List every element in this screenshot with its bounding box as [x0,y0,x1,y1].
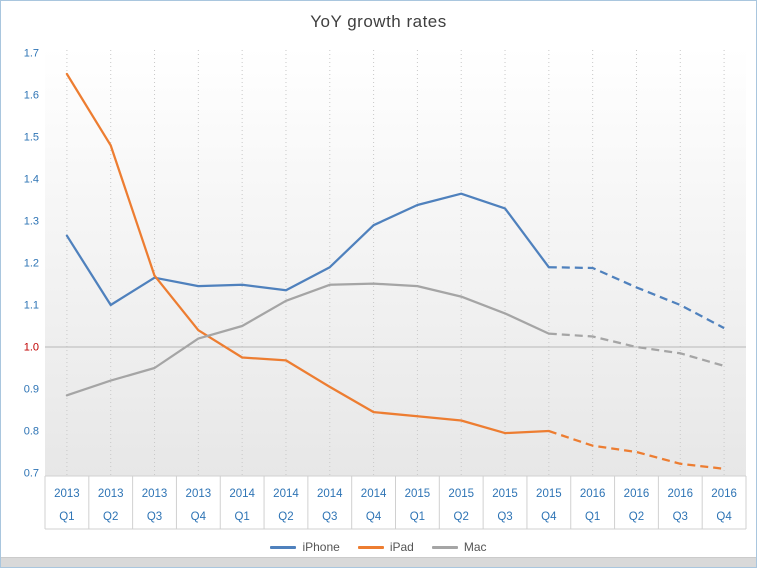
plot-area [45,47,746,476]
x-tick-quarter: Q2 [278,511,293,523]
legend-label: iPhone [302,540,340,554]
series-forecast-mac [548,332,725,367]
x-tick-quarter: Q4 [716,511,732,523]
x-tick-quarter: Q3 [497,511,512,523]
x-tick-year: 2013 [98,488,124,500]
x-tick-quarter: Q2 [454,511,469,523]
legend-item-ipad[interactable]: iPad [357,540,414,554]
y-tick-label: 0.9 [24,384,39,396]
x-tick-year: 2016 [711,488,737,500]
x-tick-quarter: Q1 [585,511,600,523]
legend-label: Mac [463,540,487,554]
x-tick-year: 2013 [186,488,212,500]
y-tick-label: 1.4 [24,174,39,186]
x-tick-year: 2016 [667,488,693,500]
legend-item-mac[interactable]: Mac [431,540,487,554]
bottom-strip [1,557,756,567]
x-tick-year: 2015 [448,488,474,500]
legend-item-iphone[interactable]: iPhone [270,540,340,554]
y-tick-label: 0.7 [24,468,39,480]
x-tick-quarter: Q1 [410,511,425,523]
x-tick-year: 2016 [624,488,650,500]
series-forecast-iphone [548,266,725,330]
series-line-iphone [65,192,550,307]
y-tick-label: 1.2 [24,258,39,270]
y-tick-label: 1.3 [24,216,39,228]
y-tick-label: 0.8 [24,426,39,438]
y-tick-label-highlight: 1.0 [24,342,39,354]
x-tick-year: 2014 [229,488,255,500]
series-line-ipad [65,72,550,435]
x-tick-quarter: Q3 [322,511,337,523]
x-tick-quarter: Q4 [541,511,557,523]
x-tick-year: 2013 [54,488,80,500]
legend-line-icon [431,545,458,549]
x-tick-quarter: Q4 [366,511,382,523]
x-tick-year: 2013 [142,488,168,500]
x-tick-quarter: Q3 [147,511,162,523]
x-tick-year: 2014 [361,488,387,500]
x-tick-quarter: Q2 [103,511,118,523]
x-tick-quarter: Q2 [629,511,644,523]
y-tick-label: 1.7 [24,48,39,60]
legend-line-icon [270,545,297,549]
legend-label: iPad [389,540,414,554]
x-tick-quarter: Q1 [59,511,74,523]
series-forecast-ipad [548,429,725,470]
legend-line-icon [357,545,384,549]
x-tick-quarter: Q3 [673,511,688,523]
x-tick-year: 2014 [273,488,299,500]
x-tick-year: 2014 [317,488,343,500]
y-tick-label: 1.1 [24,300,39,312]
series-line-mac [65,282,550,397]
x-tick-year: 2015 [492,488,518,500]
x-tick-year: 2015 [405,488,431,500]
x-tick-year: 2015 [536,488,562,500]
chart-legend: iPhone iPad Mac [1,538,756,556]
x-tick-quarter: Q1 [234,511,249,523]
chart-title: YoY growth rates [310,12,447,31]
y-tick-label: 1.6 [24,90,39,102]
y-tick-label: 1.5 [24,132,39,144]
x-tick-year: 2016 [580,488,606,500]
x-tick-quarter: Q4 [191,511,207,523]
